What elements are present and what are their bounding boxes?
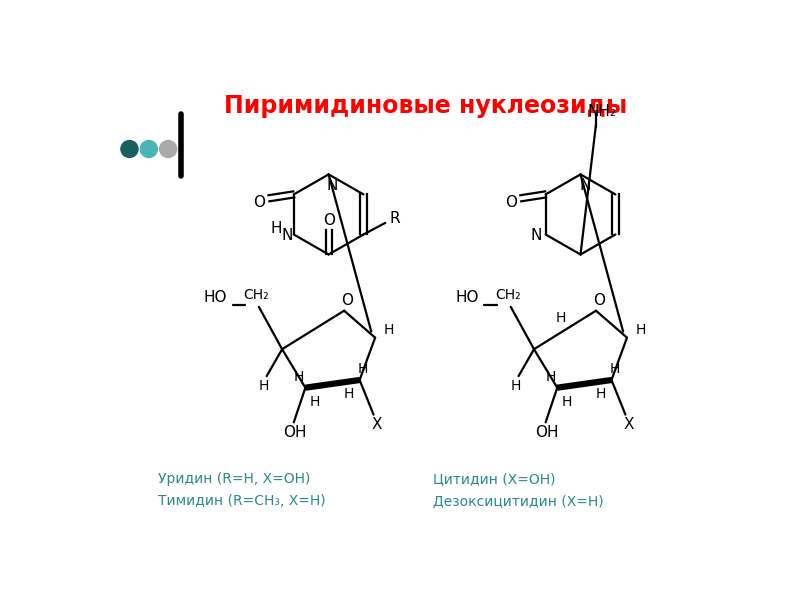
Text: H: H bbox=[384, 323, 394, 337]
Text: CH₂: CH₂ bbox=[496, 289, 522, 302]
Text: O: O bbox=[506, 194, 518, 209]
Text: H: H bbox=[358, 362, 368, 376]
Text: OH: OH bbox=[534, 425, 558, 440]
Text: Пиримидиновые нуклеозиды: Пиримидиновые нуклеозиды bbox=[224, 94, 627, 118]
Text: O: O bbox=[342, 293, 354, 308]
Text: X: X bbox=[371, 417, 382, 432]
Text: NH₂: NH₂ bbox=[588, 104, 617, 119]
Text: N: N bbox=[281, 228, 293, 243]
Text: N: N bbox=[326, 178, 338, 193]
Text: HO: HO bbox=[204, 290, 227, 305]
Text: H: H bbox=[510, 379, 521, 393]
Text: H: H bbox=[258, 379, 269, 393]
Text: CH₂: CH₂ bbox=[244, 289, 270, 302]
Text: H: H bbox=[636, 323, 646, 337]
Text: O: O bbox=[322, 213, 334, 228]
Text: H: H bbox=[595, 387, 606, 401]
Text: H: H bbox=[556, 311, 566, 325]
Text: Цитидин (X=OH): Цитидин (X=OH) bbox=[434, 472, 556, 487]
Text: N: N bbox=[530, 228, 542, 243]
Text: Дезоксицитидин (X=H): Дезоксицитидин (X=H) bbox=[434, 494, 604, 508]
Circle shape bbox=[121, 140, 138, 157]
Text: N: N bbox=[579, 178, 591, 193]
Text: H: H bbox=[562, 395, 572, 409]
Text: H: H bbox=[343, 387, 354, 401]
Text: H: H bbox=[294, 370, 304, 384]
Text: OH: OH bbox=[282, 425, 306, 440]
Text: R: R bbox=[390, 211, 401, 226]
Text: HO: HO bbox=[456, 290, 479, 305]
Text: H: H bbox=[271, 221, 282, 236]
Text: O: O bbox=[593, 293, 605, 308]
Circle shape bbox=[160, 140, 177, 157]
Text: O: O bbox=[254, 194, 266, 209]
Circle shape bbox=[140, 140, 158, 157]
Text: H: H bbox=[610, 362, 620, 376]
Text: Тимидин (R=CH₃, X=H): Тимидин (R=CH₃, X=H) bbox=[158, 494, 326, 508]
Text: X: X bbox=[623, 417, 634, 432]
Text: H: H bbox=[546, 370, 556, 384]
Text: Уридин (R=H, X=OH): Уридин (R=H, X=OH) bbox=[158, 472, 310, 487]
Text: H: H bbox=[310, 395, 320, 409]
